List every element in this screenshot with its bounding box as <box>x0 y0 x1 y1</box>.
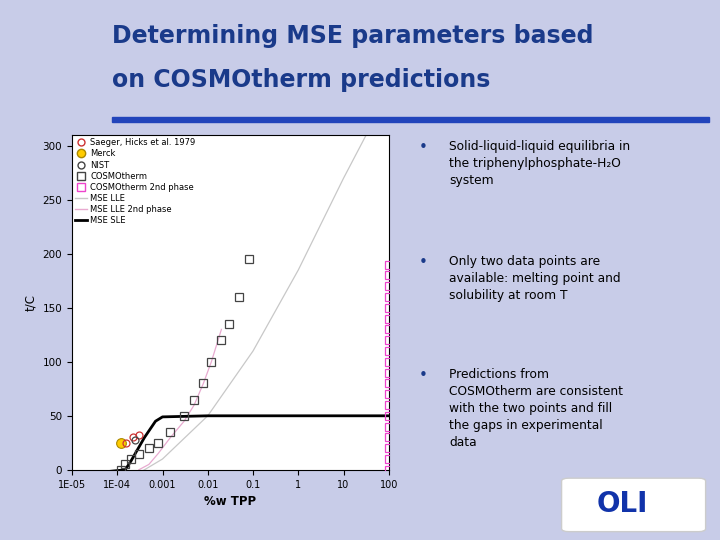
Text: Determining MSE parameters based: Determining MSE parameters based <box>112 24 593 48</box>
Text: •: • <box>419 255 428 271</box>
Text: •: • <box>419 368 428 383</box>
X-axis label: %w TPP: %w TPP <box>204 495 256 508</box>
Text: Predictions from
COSMOtherm are consistent
with the two points and fill
the gaps: Predictions from COSMOtherm are consiste… <box>449 368 623 449</box>
FancyBboxPatch shape <box>562 478 706 531</box>
Text: on COSMOtherm predictions: on COSMOtherm predictions <box>112 68 490 91</box>
Text: OLI: OLI <box>596 490 648 518</box>
Legend: Saeger, Hicks et al. 1979, Merck, NIST, COSMOtherm, COSMOtherm 2nd phase, MSE LL: Saeger, Hicks et al. 1979, Merck, NIST, … <box>74 138 197 226</box>
Text: Solid-liquid-liquid equilibria in
the triphenylphosphate-H₂O
system: Solid-liquid-liquid equilibria in the tr… <box>449 140 630 187</box>
Text: Only two data points are
available: melting point and
solubility at room T: Only two data points are available: melt… <box>449 255 621 302</box>
Y-axis label: t/C: t/C <box>24 294 37 311</box>
Text: •: • <box>419 140 428 155</box>
